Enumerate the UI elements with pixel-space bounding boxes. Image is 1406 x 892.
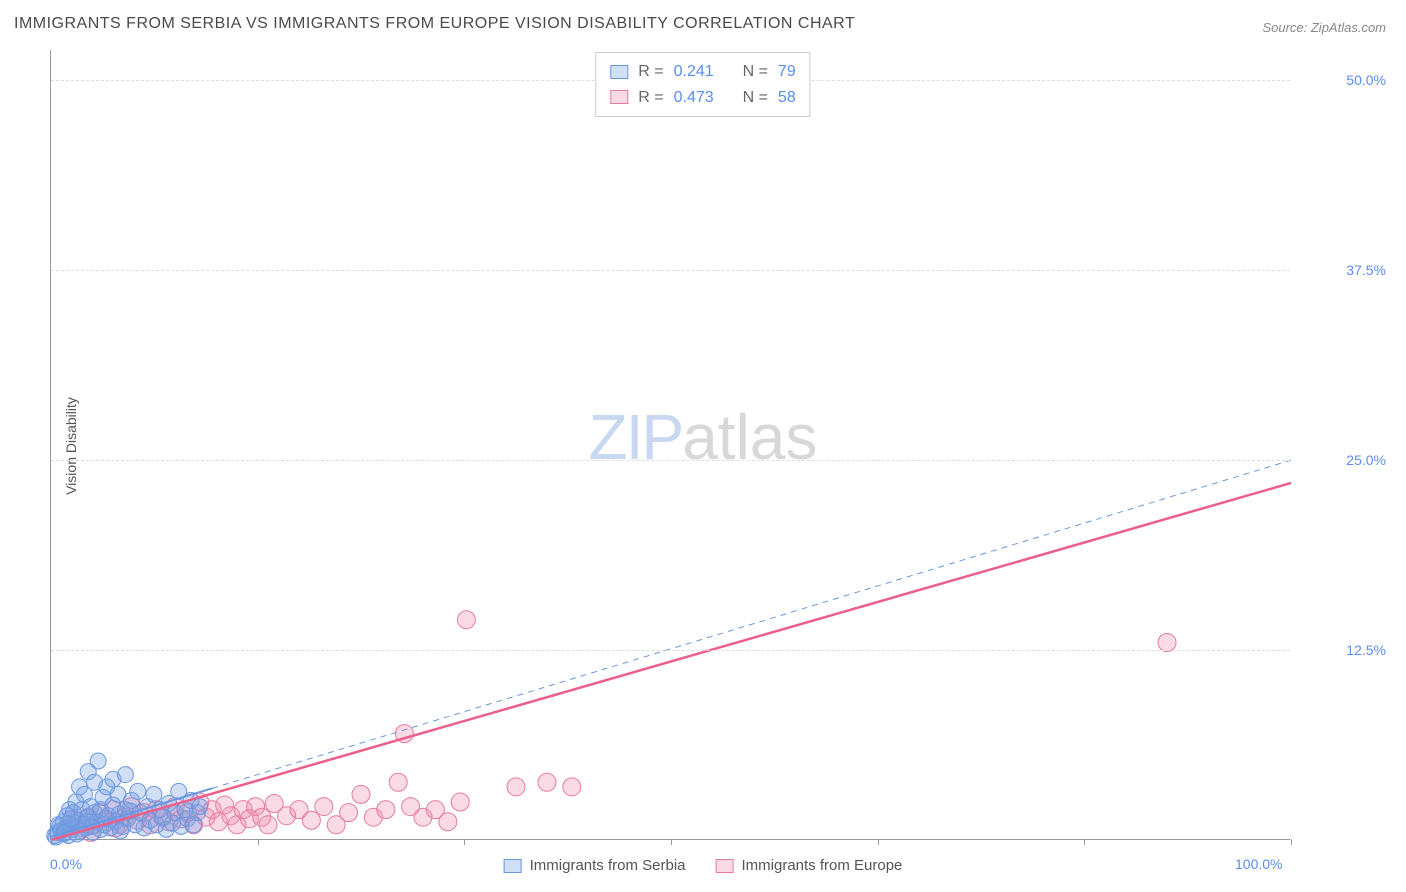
stats-row-europe: R = 0.473 N = 58 [610, 85, 795, 111]
x-tick [51, 839, 52, 845]
stats-n-europe: 58 [778, 85, 796, 111]
x-tick [878, 839, 879, 845]
stats-legend: R = 0.241 N = 79 R = 0.473 N = 58 [595, 52, 810, 117]
x-tick [1291, 839, 1292, 845]
stats-r-label: R = [638, 85, 663, 111]
gridline [51, 270, 1290, 271]
plot-svg [51, 50, 1290, 839]
x-tick [671, 839, 672, 845]
legend-label-europe: Immigrants from Europe [741, 857, 902, 874]
bottom-legend: Immigrants from Serbia Immigrants from E… [504, 857, 903, 874]
swatch-europe-icon [610, 90, 628, 104]
stats-n-label: N = [743, 59, 768, 85]
y-tick-label: 50.0% [1346, 72, 1386, 88]
plot-area [50, 50, 1290, 840]
x-tick [258, 839, 259, 845]
y-tick-label: 25.0% [1346, 452, 1386, 468]
gridline [51, 460, 1290, 461]
legend-swatch-serbia-icon [504, 859, 522, 873]
x-tick [1084, 839, 1085, 845]
x-tick [464, 839, 465, 845]
x-tick-label: 0.0% [50, 856, 82, 872]
chart-title: IMMIGRANTS FROM SERBIA VS IMMIGRANTS FRO… [14, 15, 855, 33]
legend-label-serbia: Immigrants from Serbia [530, 857, 686, 874]
y-tick-label: 37.5% [1346, 262, 1386, 278]
source-label: Source: ZipAtlas.com [1262, 20, 1386, 35]
x-tick-label: 100.0% [1235, 856, 1282, 872]
stats-n-serbia: 79 [778, 59, 796, 85]
stats-r-serbia: 0.241 [674, 59, 714, 85]
swatch-serbia-icon [610, 65, 628, 79]
stats-row-serbia: R = 0.241 N = 79 [610, 59, 795, 85]
stats-r-label: R = [638, 59, 663, 85]
legend-item-serbia: Immigrants from Serbia [504, 857, 686, 874]
gridline [51, 650, 1290, 651]
legend-swatch-europe-icon [715, 859, 733, 873]
legend-item-europe: Immigrants from Europe [715, 857, 902, 874]
y-tick-label: 12.5% [1346, 642, 1386, 658]
stats-n-label: N = [743, 85, 768, 111]
stats-r-europe: 0.473 [674, 85, 714, 111]
